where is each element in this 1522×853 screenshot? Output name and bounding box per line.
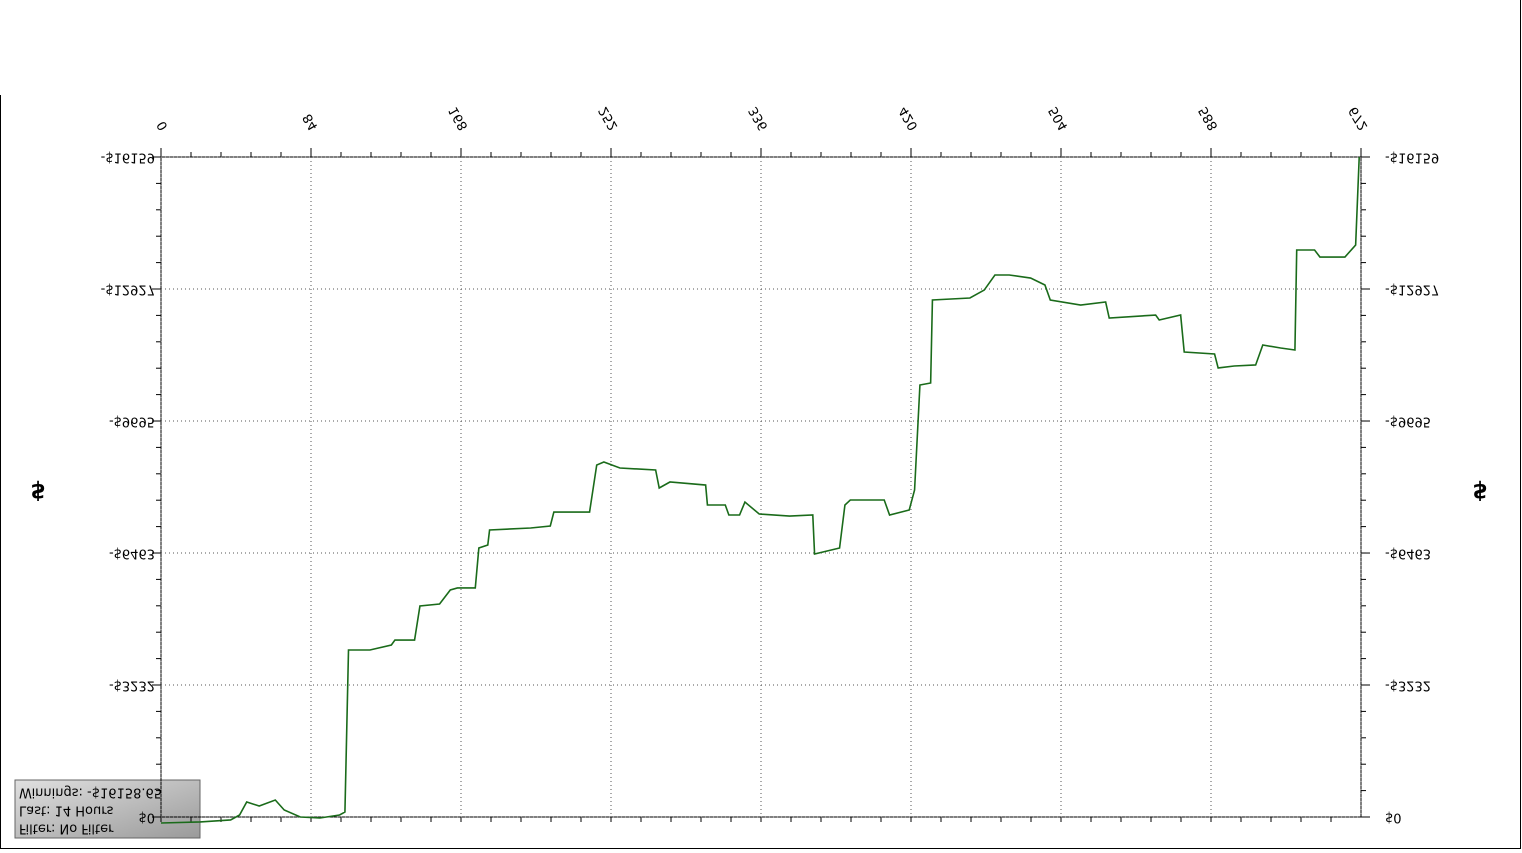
y-tick-label: -$9695 <box>1385 414 1431 429</box>
y-tick-label: -$6463 <box>1385 546 1431 561</box>
y-tick-label: -$16159 <box>101 150 155 165</box>
y-tick-label: -$12927 <box>101 282 155 297</box>
info-text: Winnings: -$16158.65 <box>19 785 162 800</box>
y-tick-label: -$3232 <box>109 677 155 692</box>
y-tick-label: -$6463 <box>109 546 155 561</box>
info-box <box>14 779 201 839</box>
info-text: Filter: No Filter <box>19 821 114 836</box>
line <box>160 156 1361 824</box>
y-tick-label: $0 <box>138 810 155 825</box>
y-tick-label: -$12927 <box>1385 282 1439 297</box>
y-tick-label: -$3232 <box>1385 677 1431 692</box>
x-tick-label: 84 <box>300 111 321 133</box>
y-tick-label: $0 <box>1385 810 1402 825</box>
info-text: Last: 14 Hours <box>19 803 114 818</box>
y-axis-label: $ <box>1472 478 1487 503</box>
y-tick-label: -$16159 <box>1385 150 1439 165</box>
y-tick-label: -$9695 <box>109 414 155 429</box>
y-axis-label: $ <box>30 478 45 503</box>
